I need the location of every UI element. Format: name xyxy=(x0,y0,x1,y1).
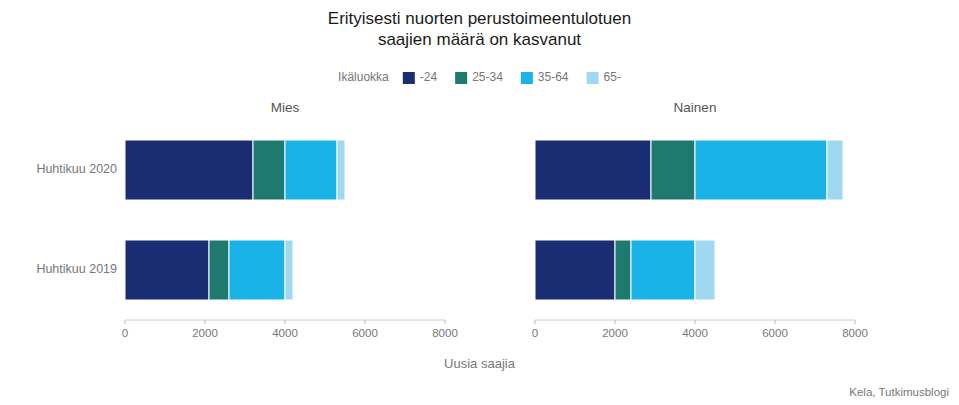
panel: Nainen 0 2000 4000 6000 8000 xyxy=(532,100,868,339)
bar-segment xyxy=(125,140,253,200)
bar-segment xyxy=(253,140,285,200)
legend-label: 25-34 xyxy=(472,70,503,84)
x-tick-label: 4000 xyxy=(682,327,708,339)
x-tick-label: 4000 xyxy=(272,327,298,339)
background xyxy=(0,0,959,405)
source: Kela, Tutkimusblogi xyxy=(849,386,949,398)
panel-title: Nainen xyxy=(674,100,717,115)
legend-swatch xyxy=(455,72,467,84)
x-tick-label: 6000 xyxy=(352,327,378,339)
x-axis-title: Uusia saajia xyxy=(444,356,516,371)
x-tick-label: 8000 xyxy=(432,327,458,339)
x-tick-label: 6000 xyxy=(762,327,788,339)
x-tick-label: 0 xyxy=(532,327,538,339)
bar-segment xyxy=(535,240,615,300)
bar-segment xyxy=(535,140,651,200)
x-tick-label: 8000 xyxy=(842,327,868,339)
bar-segment xyxy=(285,140,337,200)
x-tick xyxy=(365,320,366,324)
bar-segment xyxy=(651,140,695,200)
bar-segment xyxy=(695,140,827,200)
bar-segment xyxy=(125,240,209,300)
panel-title: Mies xyxy=(271,100,300,115)
bar-segment xyxy=(615,240,631,300)
chart: Erityisesti nuorten perustoimeentulotuen… xyxy=(0,0,959,405)
title-line: Erityisesti nuorten perustoimeentulotuen xyxy=(328,9,631,28)
x-tick xyxy=(615,320,616,324)
legend-label: 65- xyxy=(604,70,621,84)
legend-swatch xyxy=(587,72,599,84)
bar-segment xyxy=(631,240,695,300)
x-tick xyxy=(125,320,126,324)
legend: Ikäluokka -24 25-34 35-64 65- xyxy=(338,70,621,84)
title: Erityisesti nuorten perustoimeentulotuen… xyxy=(328,9,631,49)
x-tick xyxy=(285,320,286,324)
bar-segment xyxy=(209,240,229,300)
x-tick-label: 2000 xyxy=(602,327,628,339)
bar-segment xyxy=(229,240,285,300)
bars xyxy=(125,140,345,300)
category-label: Huhtikuu 2019 xyxy=(36,262,117,276)
x-tick xyxy=(445,320,446,324)
x-tick xyxy=(535,320,536,324)
panel: Mies Huhtikuu 2020 Huhtikuu 2019 0 2000 4000 6… xyxy=(36,100,457,339)
legend-swatch xyxy=(521,72,533,84)
bars xyxy=(535,140,843,300)
bar-segment xyxy=(285,240,293,300)
bar-segment xyxy=(827,140,843,200)
x-tick xyxy=(775,320,776,324)
x-tick-label: 2000 xyxy=(192,327,218,339)
bar-segment xyxy=(695,240,715,300)
x-tick xyxy=(205,320,206,324)
legend-label: 35-64 xyxy=(538,70,569,84)
legend-title: Ikäluokka xyxy=(338,70,389,84)
legend-swatch xyxy=(403,72,415,84)
x-tick xyxy=(695,320,696,324)
title-line: saajien määrä on kasvanut xyxy=(378,30,581,49)
bar-segment xyxy=(337,140,345,200)
legend-label: -24 xyxy=(420,70,438,84)
x-tick xyxy=(855,320,856,324)
x-tick-label: 0 xyxy=(122,327,128,339)
category-label: Huhtikuu 2020 xyxy=(36,162,117,176)
